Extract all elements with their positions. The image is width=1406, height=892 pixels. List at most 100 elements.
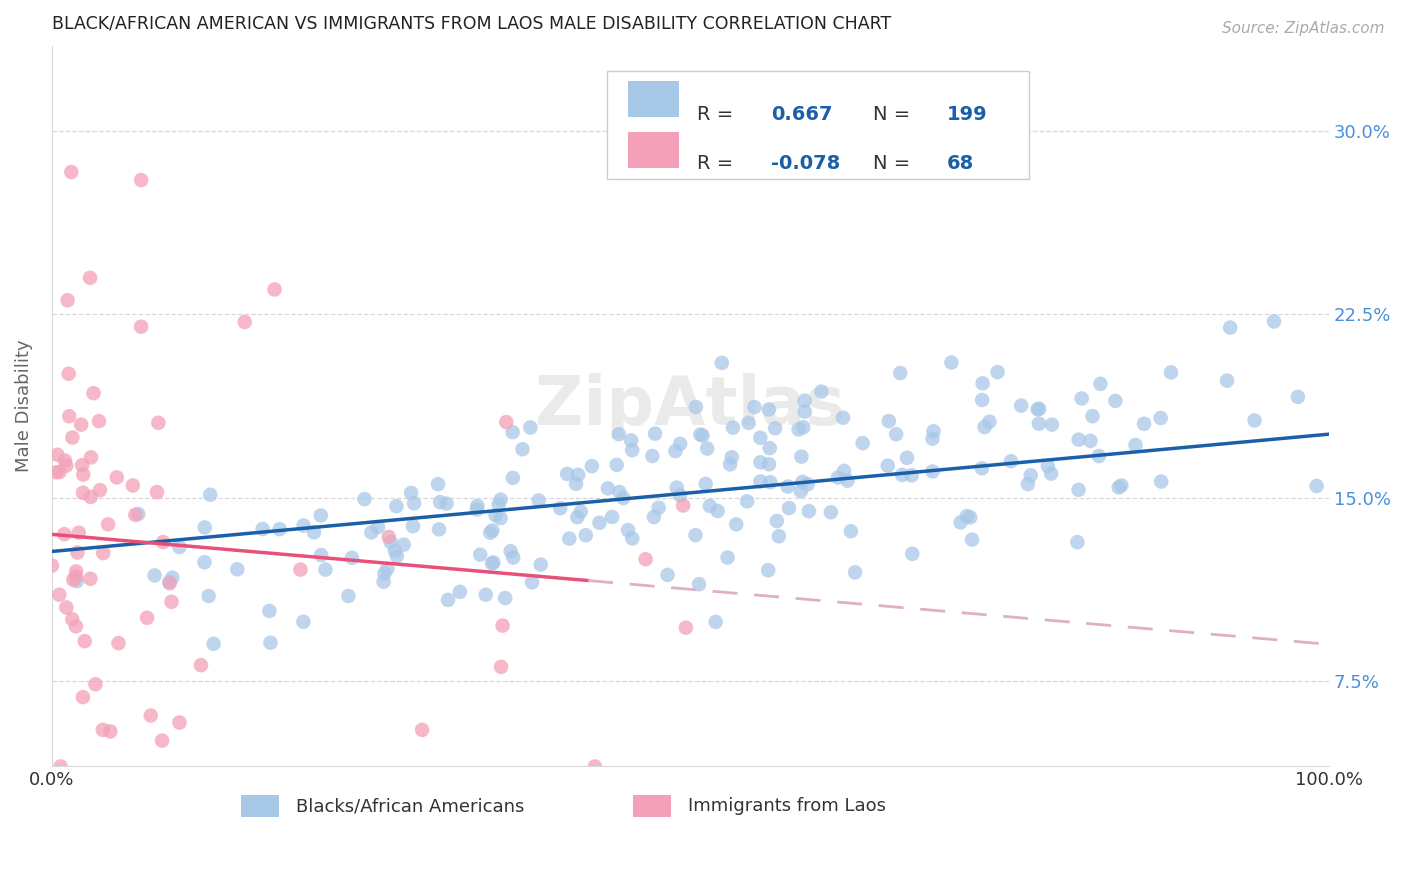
Point xyxy=(621,443,644,458)
Point xyxy=(941,355,963,369)
Point xyxy=(66,574,89,589)
Point xyxy=(959,510,981,524)
Point xyxy=(1070,392,1092,406)
Point xyxy=(143,568,166,582)
Point xyxy=(152,535,174,549)
Point xyxy=(72,486,94,500)
Point xyxy=(688,577,710,591)
Point xyxy=(827,470,849,484)
Point xyxy=(87,414,110,428)
Point xyxy=(150,733,173,747)
Point xyxy=(91,546,114,560)
Point xyxy=(832,410,855,425)
Point xyxy=(169,540,191,554)
Text: ZipAtlas: ZipAtlas xyxy=(536,373,845,439)
Point xyxy=(778,501,800,516)
Point xyxy=(1150,411,1173,425)
Point xyxy=(720,450,742,465)
Point xyxy=(737,416,759,430)
Point xyxy=(481,524,503,538)
Point xyxy=(309,548,332,562)
Point xyxy=(70,458,93,472)
Point xyxy=(921,432,943,446)
Point xyxy=(530,558,553,572)
Point xyxy=(1104,393,1126,408)
Point xyxy=(790,450,813,464)
Point xyxy=(758,457,780,471)
Point xyxy=(402,519,425,533)
Point xyxy=(148,416,170,430)
Point xyxy=(672,499,695,513)
Point xyxy=(1028,417,1050,431)
Point xyxy=(877,414,900,428)
Point xyxy=(606,458,628,472)
Point xyxy=(1000,454,1022,468)
Text: -0.078: -0.078 xyxy=(770,153,839,173)
Point xyxy=(159,576,181,591)
Point xyxy=(721,420,744,434)
Point xyxy=(392,538,415,552)
Point xyxy=(1243,413,1265,427)
Point xyxy=(56,293,79,308)
Point xyxy=(499,544,522,558)
Point xyxy=(72,690,94,705)
Point xyxy=(60,165,83,179)
Point xyxy=(837,474,859,488)
Point xyxy=(810,384,832,399)
Text: 0.667: 0.667 xyxy=(770,104,832,124)
Point xyxy=(384,543,406,558)
Point xyxy=(776,479,799,493)
Point xyxy=(475,588,498,602)
Point xyxy=(852,436,875,450)
Point xyxy=(494,591,516,605)
Point xyxy=(162,571,184,585)
Point xyxy=(1017,477,1039,491)
FancyBboxPatch shape xyxy=(607,70,1029,179)
Point xyxy=(70,417,93,432)
Point xyxy=(647,500,669,515)
Point xyxy=(1216,374,1239,388)
Point xyxy=(643,510,665,524)
Point xyxy=(620,434,643,448)
Point xyxy=(793,404,815,418)
Point xyxy=(612,491,634,505)
Point xyxy=(60,612,83,626)
Point xyxy=(67,525,90,540)
Point xyxy=(190,658,212,673)
Point xyxy=(1125,438,1147,452)
Point xyxy=(62,573,84,587)
Point xyxy=(465,502,488,516)
Point xyxy=(973,420,995,434)
Point xyxy=(1026,402,1049,417)
Point xyxy=(548,501,571,516)
Point xyxy=(1036,459,1059,474)
Point xyxy=(437,592,460,607)
Point xyxy=(129,319,152,334)
Point xyxy=(766,514,789,528)
Point xyxy=(470,548,492,562)
Point xyxy=(675,621,697,635)
Point xyxy=(79,572,101,586)
Point xyxy=(763,421,786,435)
Point xyxy=(876,458,898,473)
Point xyxy=(644,426,666,441)
Point xyxy=(80,490,103,504)
Point xyxy=(718,458,741,472)
Point xyxy=(83,386,105,401)
Point xyxy=(1108,480,1130,494)
Point xyxy=(793,393,815,408)
Point xyxy=(252,522,274,536)
FancyBboxPatch shape xyxy=(240,796,278,817)
Point xyxy=(302,525,325,540)
Point xyxy=(1081,409,1104,424)
Point xyxy=(489,660,512,674)
Point xyxy=(385,500,408,514)
Point xyxy=(797,504,820,518)
Point xyxy=(136,611,159,625)
Point xyxy=(169,715,191,730)
Point xyxy=(436,497,458,511)
Point xyxy=(756,563,779,577)
Point xyxy=(1133,417,1156,431)
Point xyxy=(411,723,433,737)
Point xyxy=(588,516,610,530)
